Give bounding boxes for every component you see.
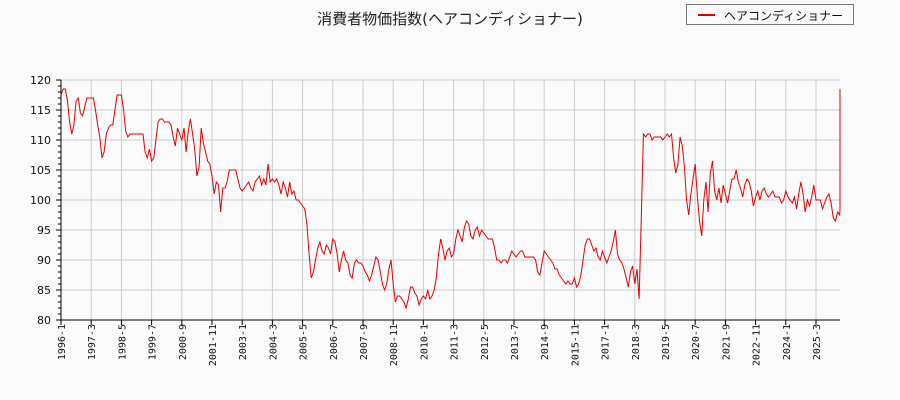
grid-lines bbox=[61, 79, 840, 321]
x-tick-label: 2000-9 bbox=[178, 324, 189, 360]
x-tick-label: 2008-11 bbox=[389, 324, 400, 366]
x-tick-label: 2021-9 bbox=[721, 324, 732, 360]
x-tick-label: 2025-3 bbox=[812, 324, 823, 360]
y-tick-label: 115 bbox=[30, 104, 51, 117]
x-tick-label: 2018-3 bbox=[631, 324, 642, 360]
x-tick-label: 2024-1 bbox=[782, 324, 793, 360]
x-tick-label: 2022-11 bbox=[752, 324, 763, 366]
x-tick-label: 2019-5 bbox=[661, 324, 672, 360]
x-tick-label: 1998-5 bbox=[117, 324, 128, 360]
x-tick-label: 1999-7 bbox=[148, 324, 159, 360]
legend-label: ヘアコンディショナー bbox=[724, 9, 844, 23]
y-tick-label: 80 bbox=[37, 314, 51, 327]
legend: ヘアコンディショナー bbox=[686, 4, 854, 25]
x-tick-label: 2020-7 bbox=[691, 324, 702, 360]
x-tick-label: 2007-9 bbox=[359, 324, 370, 360]
legend-swatch-icon bbox=[698, 14, 715, 16]
y-tick-label: 120 bbox=[30, 74, 51, 87]
y-tick-label: 90 bbox=[37, 254, 51, 267]
x-tick-label: 2010-1 bbox=[419, 324, 430, 360]
y-tick-label: 95 bbox=[37, 224, 51, 237]
y-tick-label: 110 bbox=[30, 134, 51, 147]
x-tick-label: 2001-11 bbox=[208, 324, 219, 366]
y-tick-label: 100 bbox=[30, 194, 51, 207]
x-tick-label: 2003-1 bbox=[238, 324, 249, 360]
x-tick-label: 2011-3 bbox=[450, 324, 461, 360]
x-tick-label: 2004-3 bbox=[268, 324, 279, 360]
chart-title: 消費者物価指数(ヘアコンディショナー) bbox=[317, 10, 583, 28]
x-tick-label: 2006-7 bbox=[329, 324, 340, 360]
y-tick-label: 85 bbox=[37, 284, 51, 297]
x-tick-label: 2005-5 bbox=[299, 324, 310, 360]
x-tick-label: 2013-7 bbox=[510, 324, 521, 360]
y-axis: 80 85 90 95 100 105 110 115 120 bbox=[30, 74, 62, 327]
x-tick-label: 2012-5 bbox=[480, 324, 491, 360]
x-tick-label: 2017-1 bbox=[601, 324, 612, 360]
x-tick-label: 1997-3 bbox=[87, 324, 98, 360]
x-tick-label: 1996-1 bbox=[57, 324, 68, 360]
x-tick-label: 2015-11 bbox=[570, 324, 581, 366]
x-axis: 1996-1 1997-3 1998-5 1999-7 2000-9 2001-11 200… bbox=[57, 319, 840, 366]
x-tick-label: 2014-9 bbox=[540, 324, 551, 360]
y-tick-label: 105 bbox=[30, 164, 51, 177]
series-line bbox=[60, 88, 841, 310]
